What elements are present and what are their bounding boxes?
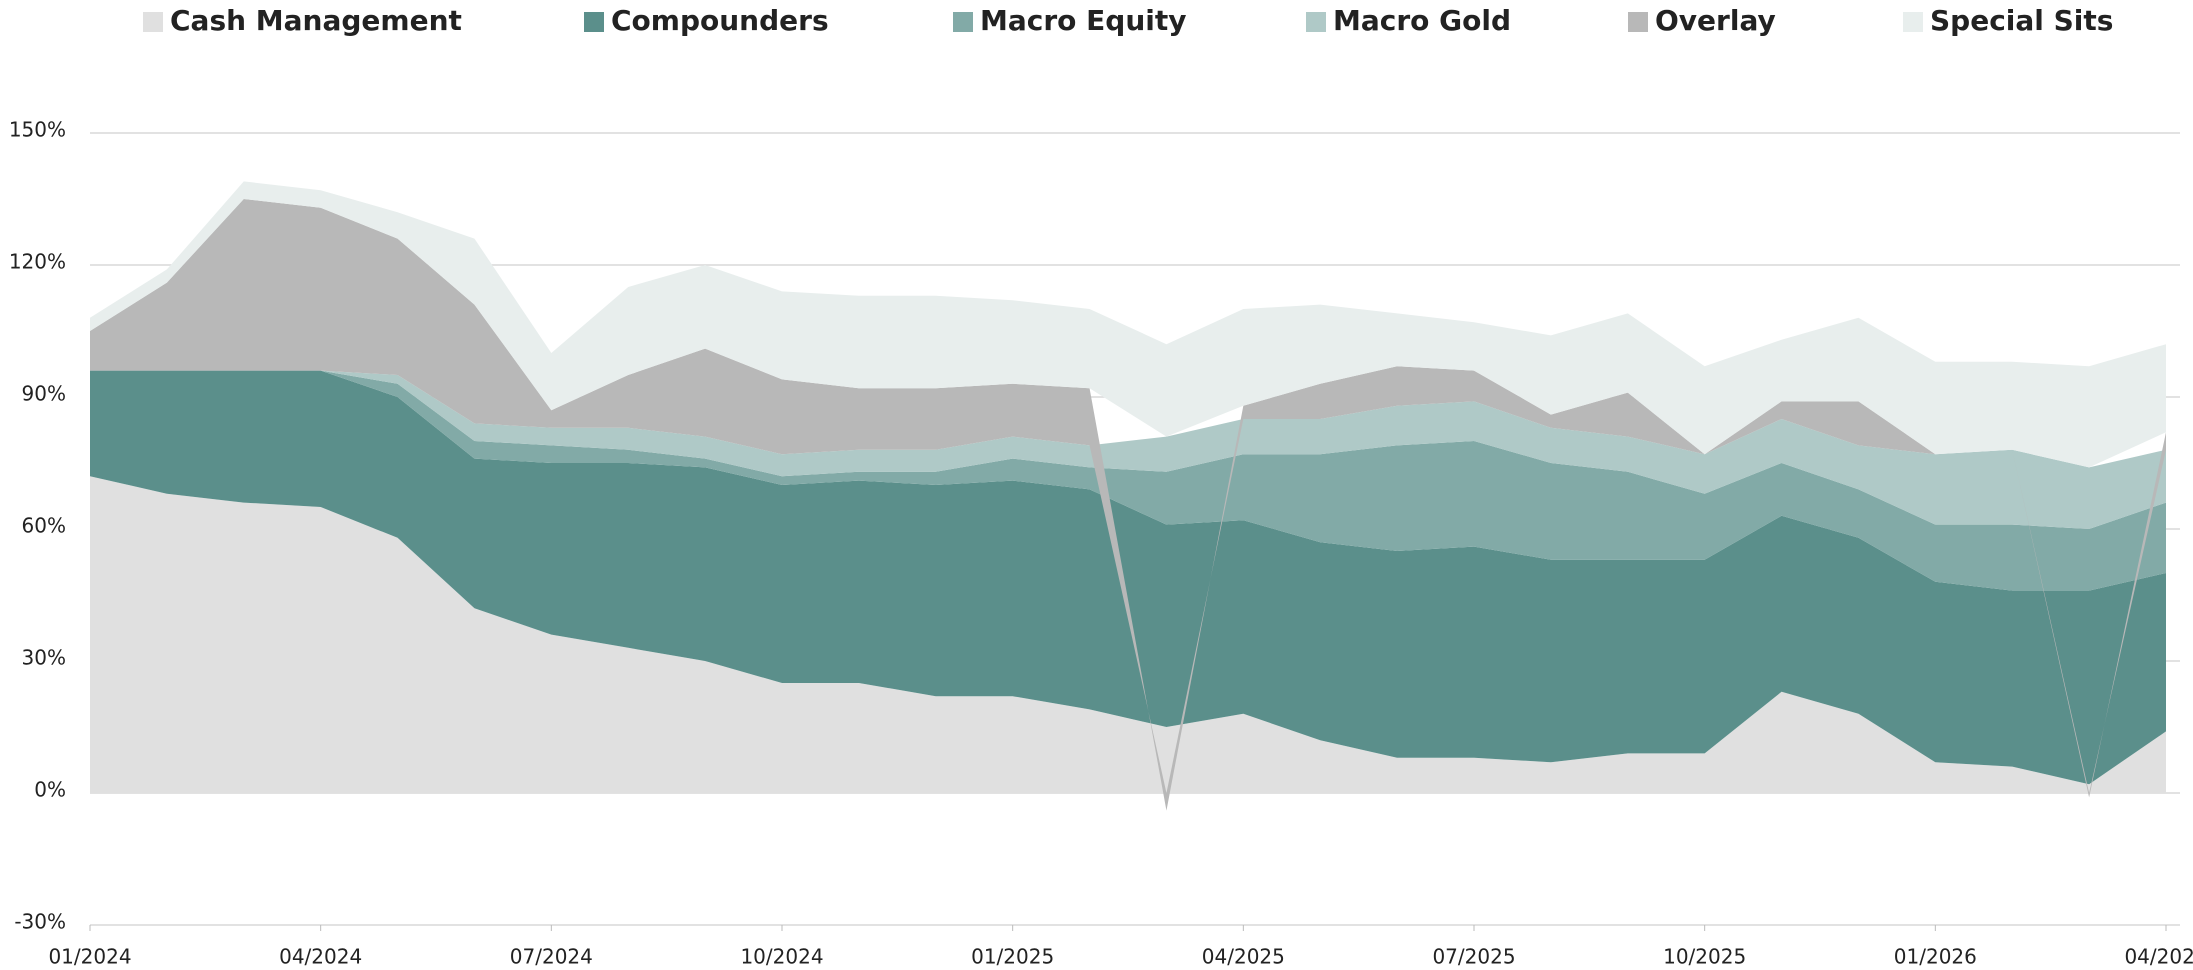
legend-swatch — [1306, 12, 1326, 32]
area — [90, 199, 2166, 811]
y-tick-label: -30% — [14, 910, 66, 934]
x-tick-label: 04/2026 — [2124, 945, 2193, 969]
y-tick-label: 60% — [22, 514, 66, 538]
legend: Cash Management Compounders Macro Equity Ma… — [143, 4, 2113, 37]
area — [90, 370, 2166, 529]
area — [90, 476, 2166, 793]
legend-label: Cash Management — [170, 4, 462, 37]
x-tick-label: 01/2025 — [971, 945, 1054, 969]
legend-swatch — [584, 12, 604, 32]
legend-label: Special Sits — [1930, 4, 2113, 37]
x-tick-label: 04/2025 — [1202, 945, 1285, 969]
y-tick-label: 90% — [22, 382, 66, 406]
x-tick-label: 10/2025 — [1663, 945, 1746, 969]
legend-swatch — [953, 12, 973, 32]
x-tick-label: 10/2024 — [740, 945, 823, 969]
legend-label: Overlay — [1655, 4, 1776, 37]
x-tick-label: 01/2024 — [48, 945, 131, 969]
legend-swatch — [143, 12, 163, 32]
y-tick-label: 30% — [22, 646, 66, 670]
y-tick-label: 120% — [9, 250, 66, 274]
legend-label: Macro Equity — [980, 4, 1187, 37]
area — [90, 370, 2166, 785]
legend-swatch — [1628, 12, 1648, 32]
legend-label: Compounders — [611, 4, 829, 37]
legend-label: Macro Gold — [1333, 4, 1511, 37]
y-tick-label: 150% — [9, 118, 66, 142]
y-tick-label: 0% — [34, 778, 66, 802]
legend-swatch — [1903, 12, 1923, 32]
x-tick-label: 07/2025 — [1432, 945, 1515, 969]
x-tick-label: 04/2024 — [279, 945, 362, 969]
area — [90, 370, 2166, 591]
area — [90, 181, 2166, 468]
x-tick-label: 07/2024 — [510, 945, 593, 969]
x-tick-label: 01/2026 — [1894, 945, 1977, 969]
